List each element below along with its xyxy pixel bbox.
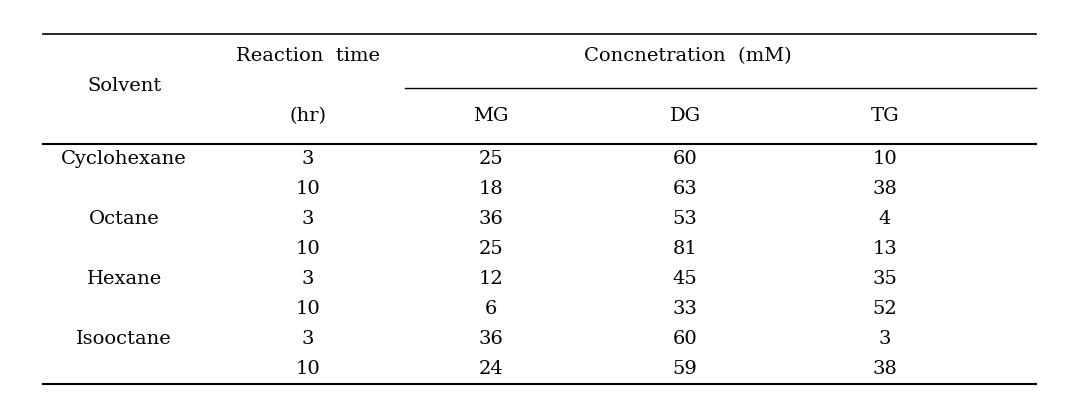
Text: 59: 59 — [672, 360, 698, 378]
Text: 45: 45 — [673, 270, 697, 288]
Text: 13: 13 — [872, 240, 898, 258]
Text: Isooctane: Isooctane — [77, 330, 172, 348]
Text: 3: 3 — [301, 270, 314, 288]
Text: 10: 10 — [296, 180, 319, 198]
Text: 6: 6 — [484, 300, 497, 318]
Text: 10: 10 — [296, 360, 319, 378]
Text: 12: 12 — [479, 270, 503, 288]
Text: Octane: Octane — [88, 210, 160, 228]
Text: 33: 33 — [672, 300, 698, 318]
Text: 4: 4 — [878, 210, 891, 228]
Text: DG: DG — [670, 107, 700, 125]
Text: TG: TG — [871, 107, 899, 125]
Text: 60: 60 — [673, 330, 697, 348]
Text: 53: 53 — [672, 210, 698, 228]
Text: 10: 10 — [296, 300, 319, 318]
Text: 81: 81 — [673, 240, 697, 258]
Text: 36: 36 — [478, 210, 504, 228]
Text: 24: 24 — [479, 360, 503, 378]
Text: 25: 25 — [479, 150, 503, 168]
Text: 52: 52 — [873, 300, 897, 318]
Text: 3: 3 — [301, 330, 314, 348]
Text: 60: 60 — [673, 150, 697, 168]
Text: 38: 38 — [872, 360, 898, 378]
Text: 36: 36 — [478, 330, 504, 348]
Text: 18: 18 — [479, 180, 503, 198]
Text: Cyclohexane: Cyclohexane — [62, 150, 187, 168]
Text: 63: 63 — [672, 180, 698, 198]
Text: 3: 3 — [301, 150, 314, 168]
Text: Hexane: Hexane — [86, 270, 162, 288]
Text: 35: 35 — [872, 270, 898, 288]
Text: 10: 10 — [873, 150, 897, 168]
Text: 25: 25 — [479, 240, 503, 258]
Text: Solvent: Solvent — [87, 77, 161, 95]
Text: 38: 38 — [872, 180, 898, 198]
Text: (hr): (hr) — [289, 107, 326, 125]
Text: Concnetration  (mM): Concnetration (mM) — [584, 47, 792, 65]
Text: Reaction  time: Reaction time — [235, 47, 380, 65]
Text: 3: 3 — [301, 210, 314, 228]
Text: 3: 3 — [878, 330, 891, 348]
Text: 10: 10 — [296, 240, 319, 258]
Text: MG: MG — [474, 107, 508, 125]
